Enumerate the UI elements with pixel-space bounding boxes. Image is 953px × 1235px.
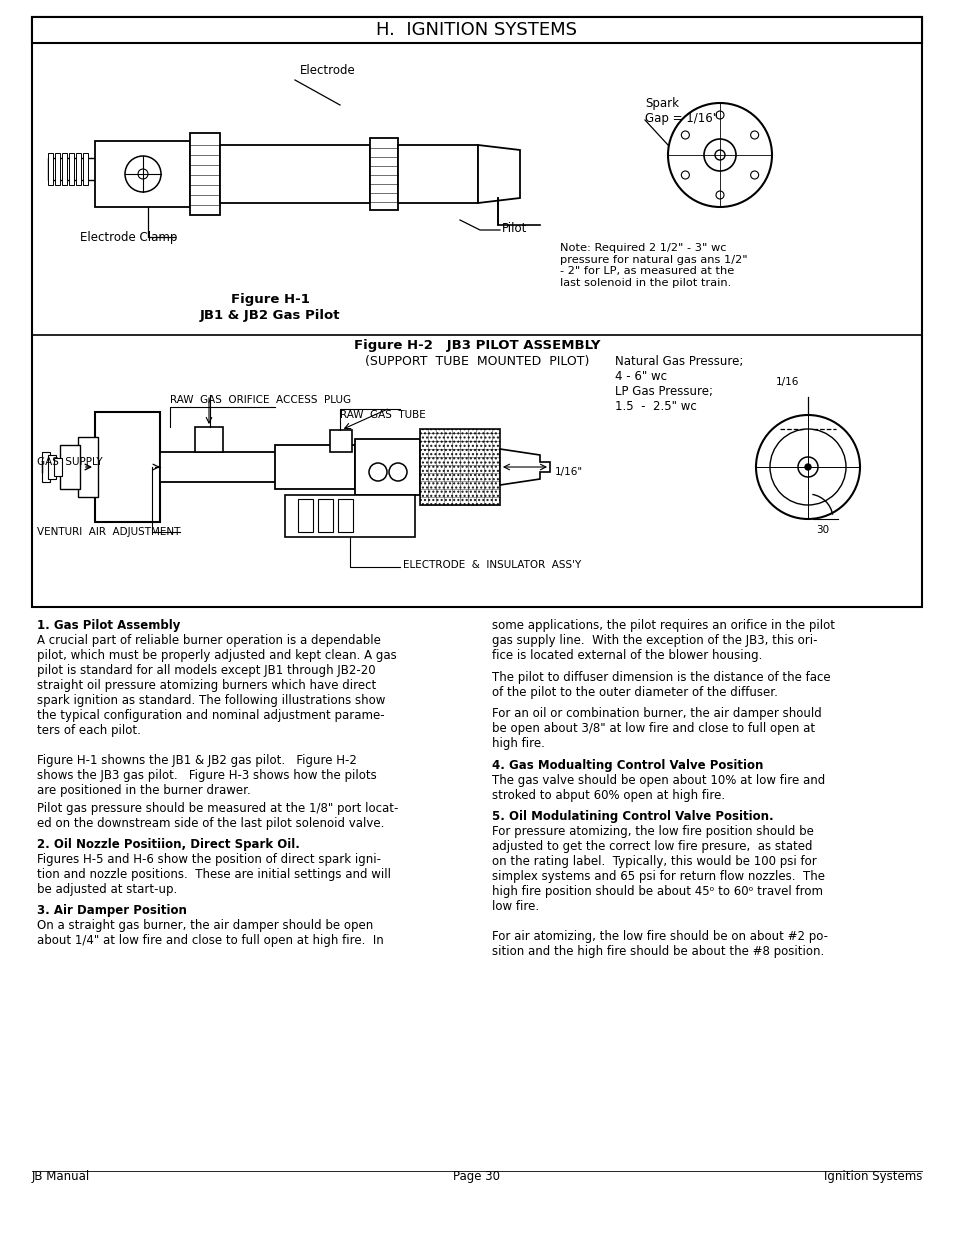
Bar xyxy=(95,141,190,207)
Text: Figure H-2   JB3 PILOT ASSEMBLY: Figure H-2 JB3 PILOT ASSEMBLY xyxy=(354,338,599,352)
Circle shape xyxy=(769,429,845,505)
Text: 5. Oil Modulatining Control Valve Position.: 5. Oil Modulatining Control Valve Positi… xyxy=(492,810,773,823)
Polygon shape xyxy=(499,450,550,485)
Text: VENTURI  AIR  ADJUSTMENT: VENTURI AIR ADJUSTMENT xyxy=(37,527,180,537)
Bar xyxy=(95,412,160,522)
Circle shape xyxy=(125,156,161,191)
Text: Natural Gas Pressure;
4 - 6" wc
LP Gas Pressure;
1.5  -  2.5" wc: Natural Gas Pressure; 4 - 6" wc LP Gas P… xyxy=(615,354,742,412)
Text: The pilot to diffuser dimension is the distance of the face
of the pilot to the : The pilot to diffuser dimension is the d… xyxy=(492,671,830,699)
Bar xyxy=(48,153,53,185)
Text: 1/16": 1/16" xyxy=(555,467,582,477)
Bar xyxy=(317,499,333,532)
Bar xyxy=(355,438,419,495)
Bar xyxy=(397,144,477,203)
Text: 3. Air Damper Position: 3. Air Damper Position xyxy=(37,904,187,918)
Circle shape xyxy=(716,191,723,199)
Text: RAW  GAS  TUBE: RAW GAS TUBE xyxy=(339,410,425,420)
Text: GAS  SUPPLY: GAS SUPPLY xyxy=(37,457,103,467)
Bar xyxy=(55,153,60,185)
Text: RAW  GAS  ORIFICE  ACCESS  PLUG: RAW GAS ORIFICE ACCESS PLUG xyxy=(170,395,351,405)
Text: 2. Oil Nozzle Positiion, Direct Spark Oil.: 2. Oil Nozzle Positiion, Direct Spark Oi… xyxy=(37,839,299,851)
Bar xyxy=(62,153,67,185)
Bar xyxy=(54,458,62,475)
Text: Figures H-5 and H-6 show the position of direct spark igni-
tion and nozzle posi: Figures H-5 and H-6 show the position of… xyxy=(37,853,391,897)
Bar xyxy=(32,17,921,43)
Circle shape xyxy=(716,111,723,119)
Text: For an oil or combination burner, the air damper should
be open about 3/8" at lo: For an oil or combination burner, the ai… xyxy=(492,706,821,750)
Bar xyxy=(48,454,56,479)
Circle shape xyxy=(667,103,771,207)
Circle shape xyxy=(797,457,817,477)
Text: JB1 & JB2 Gas Pilot: JB1 & JB2 Gas Pilot xyxy=(199,309,340,322)
Text: On a straight gas burner, the air damper should be open
about 1/4" at low fire a: On a straight gas burner, the air damper… xyxy=(37,919,383,947)
Circle shape xyxy=(750,170,758,179)
Circle shape xyxy=(714,149,724,161)
Text: ELECTRODE  &  INSULATOR  ASS'Y: ELECTRODE & INSULATOR ASS'Y xyxy=(402,559,580,571)
Text: Pilot: Pilot xyxy=(501,221,527,235)
Text: Electrode: Electrode xyxy=(299,64,355,77)
Bar xyxy=(32,17,921,606)
Text: Page 30: Page 30 xyxy=(453,1170,500,1183)
Bar xyxy=(83,153,88,185)
Text: H.  IGNITION SYSTEMS: H. IGNITION SYSTEMS xyxy=(376,21,577,40)
Text: 1. Gas Pilot Assembly: 1. Gas Pilot Assembly xyxy=(37,619,180,632)
Circle shape xyxy=(389,463,407,480)
Text: A crucial part of reliable burner operation is a dependable
pilot, which must be: A crucial part of reliable burner operat… xyxy=(37,634,396,737)
Bar xyxy=(42,452,50,482)
Circle shape xyxy=(138,169,148,179)
Text: Pilot gas pressure should be measured at the 1/8" port locat-
ed on the downstre: Pilot gas pressure should be measured at… xyxy=(37,802,398,830)
Bar xyxy=(160,452,399,482)
Text: Electrode Clamp: Electrode Clamp xyxy=(80,231,177,243)
Bar xyxy=(48,158,103,180)
Text: Gap = 1/16": Gap = 1/16" xyxy=(644,112,718,125)
Text: Ignition Systems: Ignition Systems xyxy=(822,1170,921,1183)
Bar xyxy=(194,427,223,452)
Bar xyxy=(419,429,499,505)
FancyBboxPatch shape xyxy=(190,133,220,215)
Text: JB Manual: JB Manual xyxy=(32,1170,91,1183)
Bar xyxy=(60,445,80,489)
Text: 30: 30 xyxy=(815,525,828,535)
Bar xyxy=(337,499,353,532)
Polygon shape xyxy=(477,144,519,203)
Bar xyxy=(76,153,81,185)
Text: Figure H-1: Figure H-1 xyxy=(231,293,309,306)
Text: 4. Gas Modualting Control Valve Position: 4. Gas Modualting Control Valve Position xyxy=(492,760,762,772)
Text: (SUPPORT  TUBE  MOUNTED  PILOT): (SUPPORT TUBE MOUNTED PILOT) xyxy=(364,354,589,368)
Bar xyxy=(274,445,355,489)
Text: Figure H-1 showns the JB1 & JB2 gas pilot.   Figure H-2
shows the JB3 gas pilot.: Figure H-1 showns the JB1 & JB2 gas pilo… xyxy=(37,755,376,797)
FancyBboxPatch shape xyxy=(370,138,397,210)
Text: The gas valve should be open about 10% at low fire and
stroked to abput 60% open: The gas valve should be open about 10% a… xyxy=(492,774,824,802)
Bar xyxy=(330,430,352,452)
Circle shape xyxy=(680,131,689,140)
Text: For pressure atomizing, the low fire position should be
adjusted to get the corr: For pressure atomizing, the low fire pos… xyxy=(492,825,824,913)
Bar xyxy=(78,437,98,496)
Bar xyxy=(297,499,313,532)
Text: 1/16: 1/16 xyxy=(776,377,799,387)
Circle shape xyxy=(680,170,689,179)
Bar xyxy=(220,144,370,203)
Text: Spark: Spark xyxy=(644,98,679,110)
Circle shape xyxy=(804,464,810,471)
Circle shape xyxy=(750,131,758,140)
Circle shape xyxy=(369,463,387,480)
Bar xyxy=(285,495,415,537)
Text: some applications, the pilot requires an orifice in the pilot
gas supply line.  : some applications, the pilot requires an… xyxy=(492,619,834,662)
Circle shape xyxy=(703,140,735,170)
Circle shape xyxy=(755,415,859,519)
Text: For air atomizing, the low fire should be on about #2 po-
sition and the high fi: For air atomizing, the low fire should b… xyxy=(492,930,827,958)
Text: Note: Required 2 1/2" - 3" wc
pressure for natural gas ans 1/2"
- 2" for LP, as : Note: Required 2 1/2" - 3" wc pressure f… xyxy=(559,243,747,288)
Bar xyxy=(69,153,74,185)
